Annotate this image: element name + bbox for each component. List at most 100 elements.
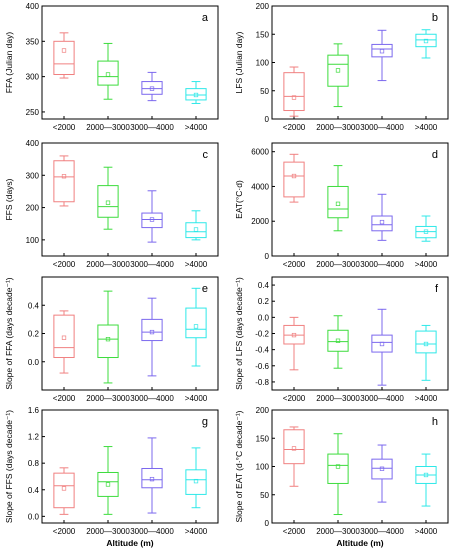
iqr-box — [185, 88, 207, 101]
panel-b: 0 50 100 150 200 <2000 2000—3000 3000—4000 >4000… — [234, 2, 449, 132]
iqr-box — [97, 185, 119, 218]
box-3 — [415, 324, 437, 381]
panel-c: 100 200 300 400 <2000 2000—3000 3000—4000 >4000… — [4, 139, 219, 269]
x-tick-label: >4000 — [185, 527, 208, 536]
iqr-box — [371, 458, 393, 480]
y-tick-label: 150 — [256, 434, 270, 443]
mean-marker — [379, 219, 385, 225]
y-tick-label: 300 — [26, 73, 40, 82]
mean-marker — [61, 335, 67, 340]
iqr-box — [327, 453, 349, 484]
y-tick-label: 0.4 — [258, 281, 270, 290]
box-2 — [141, 190, 163, 243]
y-tick-label: -0.8 — [255, 378, 269, 387]
mean-marker — [149, 329, 155, 335]
panel-f: -0.8 -0.6 -0.4 -0.2 0.0 0.2 0.4 <2000 2000—3000 3… — [234, 276, 449, 403]
iqr-box — [415, 33, 437, 48]
y-tick-label: 0 — [265, 115, 270, 124]
y-axis-label: Slope of LFS (days decade⁻¹) — [234, 277, 244, 390]
mean-marker — [193, 227, 199, 232]
x-tick-label: 2000—3000 — [316, 394, 360, 403]
mean-marker — [335, 338, 341, 343]
y-axis-label: FFS (days) — [4, 178, 14, 220]
mean-marker — [291, 446, 297, 451]
x-tick-label: 3000—4000 — [130, 394, 174, 403]
panel-letter: h — [432, 416, 438, 428]
x-tick-label: 2000—3000 — [86, 527, 130, 536]
iqr-box — [141, 467, 163, 489]
box-3 — [185, 447, 207, 509]
y-tick-label: 100 — [256, 59, 270, 68]
iqr-box — [53, 314, 75, 359]
mean-marker — [149, 476, 155, 482]
y-tick-label: 0.2 — [258, 297, 270, 306]
y-tick-label: 0.8 — [28, 459, 40, 468]
y-axis-label: EAT(°C·d) — [234, 180, 244, 219]
x-tick-label: <2000 — [283, 527, 306, 536]
iqr-box — [97, 471, 119, 497]
plot-frame — [41, 142, 219, 257]
panel-d: 0 2000 4000 6000 <2000 2000—3000 3000—4000 >400… — [234, 142, 449, 269]
iqr-box — [327, 54, 349, 87]
panel-letter: b — [432, 12, 438, 24]
iqr-box — [185, 222, 207, 239]
x-tick-label: 2000—3000 — [316, 527, 360, 536]
box-2 — [371, 193, 393, 241]
mean-marker — [335, 201, 341, 206]
y-tick-label: 400 — [26, 139, 40, 148]
mean-marker — [105, 482, 111, 487]
iqr-box — [53, 160, 75, 203]
mean-marker — [105, 337, 111, 342]
x-tick-label: 3000—4000 — [360, 394, 404, 403]
mean-marker — [61, 48, 67, 53]
mean-marker — [291, 95, 297, 100]
panel-h: 0 50 100 150 200 <2000 2000—3000 3000—4000 >4000… — [234, 406, 449, 548]
plot-frame — [271, 142, 449, 257]
box-2 — [141, 297, 163, 377]
box-3 — [415, 215, 437, 242]
box-0 — [53, 467, 75, 515]
x-tick-label: 2000—3000 — [316, 260, 360, 269]
iqr-box — [283, 161, 305, 198]
y-tick-label: -0.2 — [255, 330, 269, 339]
y-tick-label: 200 — [256, 2, 270, 11]
iqr-box — [53, 40, 75, 76]
plot-frame — [41, 5, 219, 120]
box-0 — [283, 316, 305, 371]
mean-marker — [379, 466, 385, 471]
mean-marker — [105, 72, 111, 77]
y-tick-label: 1.6 — [28, 406, 40, 415]
y-tick-label: 100 — [256, 463, 270, 472]
x-tick-label: >4000 — [415, 394, 438, 403]
iqr-box — [97, 60, 119, 86]
y-tick-label: 200 — [256, 406, 270, 415]
x-tick-label: >4000 — [415, 123, 438, 132]
mean-marker — [291, 173, 297, 179]
box-1 — [327, 315, 349, 369]
box-0 — [53, 155, 75, 207]
x-tick-label: >4000 — [185, 394, 208, 403]
y-tick-label: 250 — [26, 108, 40, 117]
panel-letter: f — [435, 283, 439, 295]
mean-marker — [61, 174, 67, 179]
box-3 — [185, 287, 207, 367]
iqr-box — [371, 334, 393, 353]
x-tick-label: 3000—4000 — [360, 527, 404, 536]
box-1 — [327, 165, 349, 232]
x-tick-label: >4000 — [415, 527, 438, 536]
x-tick-label: >4000 — [185, 123, 208, 132]
mean-marker — [423, 341, 429, 347]
panel-letter: a — [202, 12, 209, 24]
box-0 — [283, 426, 305, 487]
y-axis-label: FFA (Julian day) — [4, 32, 14, 94]
x-tick-label: <2000 — [283, 123, 306, 132]
box-2 — [371, 444, 393, 503]
box-2 — [371, 308, 393, 386]
box-0 — [283, 153, 305, 203]
panel-a: 250 300 350 400 <2000 2000—3000 3000—4000 >4000… — [4, 2, 219, 132]
mean-marker — [379, 341, 385, 347]
mean-marker — [423, 472, 429, 478]
box-3 — [415, 29, 437, 59]
x-tick-label: <2000 — [283, 394, 306, 403]
y-tick-label: 200 — [26, 204, 40, 213]
